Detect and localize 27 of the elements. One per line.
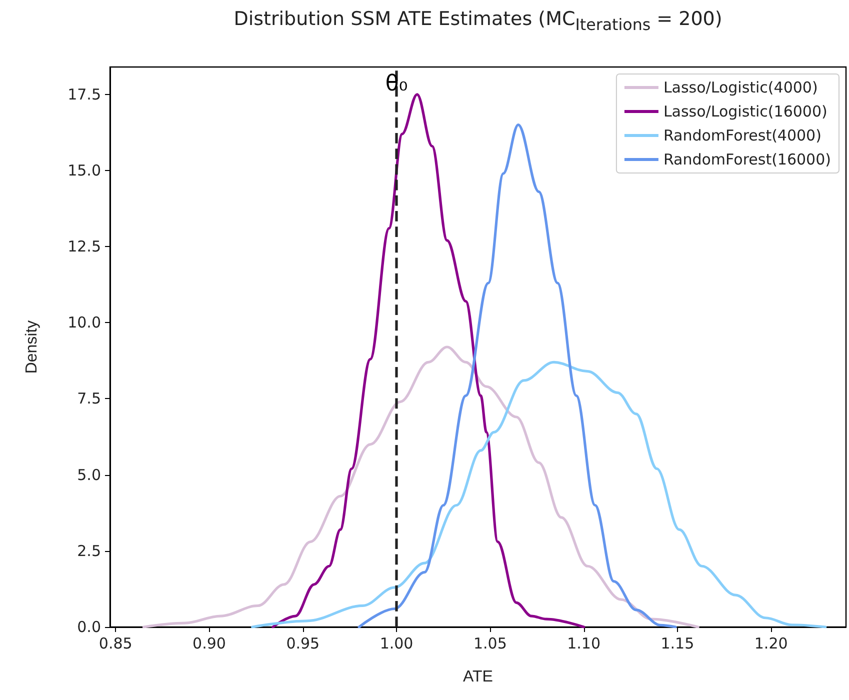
line-series — [142, 346, 700, 628]
x-tick-label: 0.90 — [192, 634, 226, 652]
y-tick-label: 0.0 — [77, 618, 101, 636]
line-series — [272, 93, 586, 628]
legend-label: RandomForest(16000) — [663, 150, 832, 168]
legend-label: Lasso/Logistic(16000) — [663, 102, 828, 120]
chart-title: Distribution SSM ATE Estimates (MC$_{Iterations}$ = 200) — [232, 8, 724, 34]
y-axis-title: Density — [24, 320, 40, 374]
y-tick-label: 7.5 — [77, 390, 101, 408]
ref-line-label: θ₀ — [385, 72, 408, 96]
line-series — [251, 360, 827, 628]
y-tick-label: 2.5 — [77, 542, 101, 560]
x-tick-label: 1.05 — [473, 634, 507, 652]
x-tick-label: 0.95 — [286, 634, 320, 652]
legend-label: RandomForest(4000) — [663, 126, 822, 144]
y-tick-label: 17.5 — [68, 85, 101, 104]
x-tick-label: 1.15 — [660, 634, 694, 652]
y-tick-label: 5.0 — [77, 466, 101, 484]
x-axis-title: ATE — [463, 668, 493, 686]
legend-label: Lasso/Logistic(4000) — [663, 78, 818, 96]
x-tick-label: 1.00 — [380, 634, 414, 652]
y-tick-label: 12.5 — [68, 238, 101, 256]
y-tick-label: 15.0 — [68, 161, 101, 180]
x-tick-label: 0.85 — [98, 634, 132, 652]
x-tick-label: 1.20 — [754, 634, 788, 652]
x-tick-label: 1.10 — [567, 634, 601, 652]
y-tick-label: 10.0 — [68, 314, 101, 332]
